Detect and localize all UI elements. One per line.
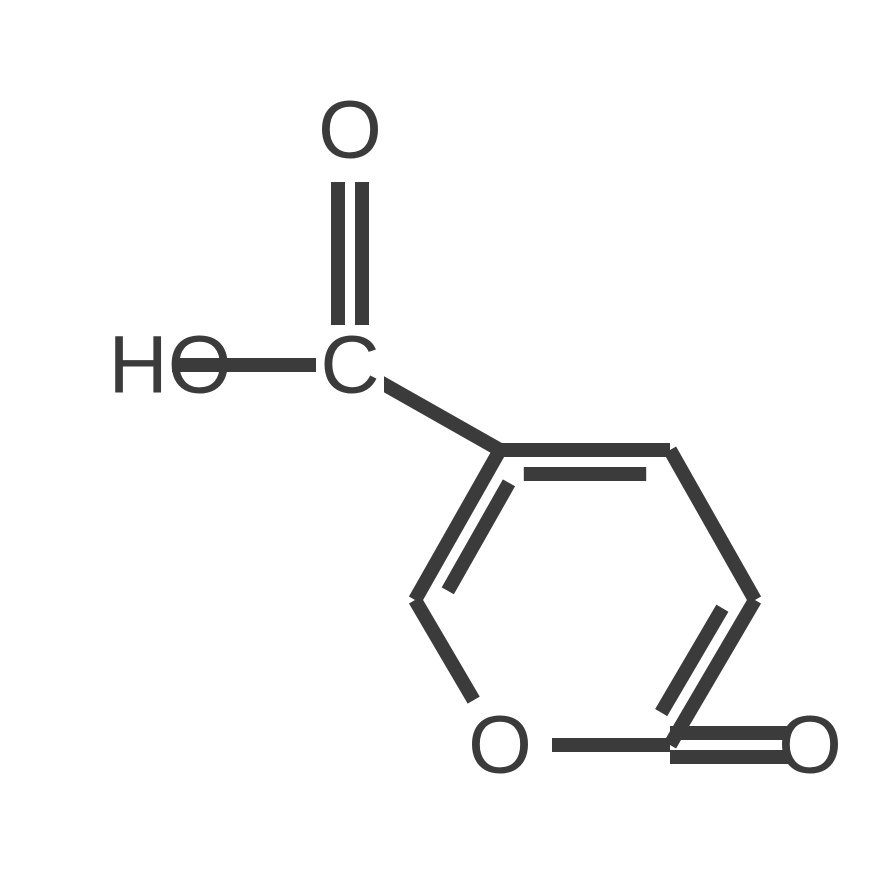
atom-label-o_right: O: [778, 700, 842, 791]
molecule-diagram: O HO O O C: [0, 0, 890, 890]
atom-label-o_top: O: [318, 85, 382, 176]
atom-label-oh_left: HO: [109, 320, 232, 411]
bond-line: [415, 600, 474, 700]
atom-label-c-carboxyl: C: [320, 320, 379, 411]
bond-line: [670, 450, 755, 600]
atom-label-o_ring: O: [468, 700, 532, 791]
